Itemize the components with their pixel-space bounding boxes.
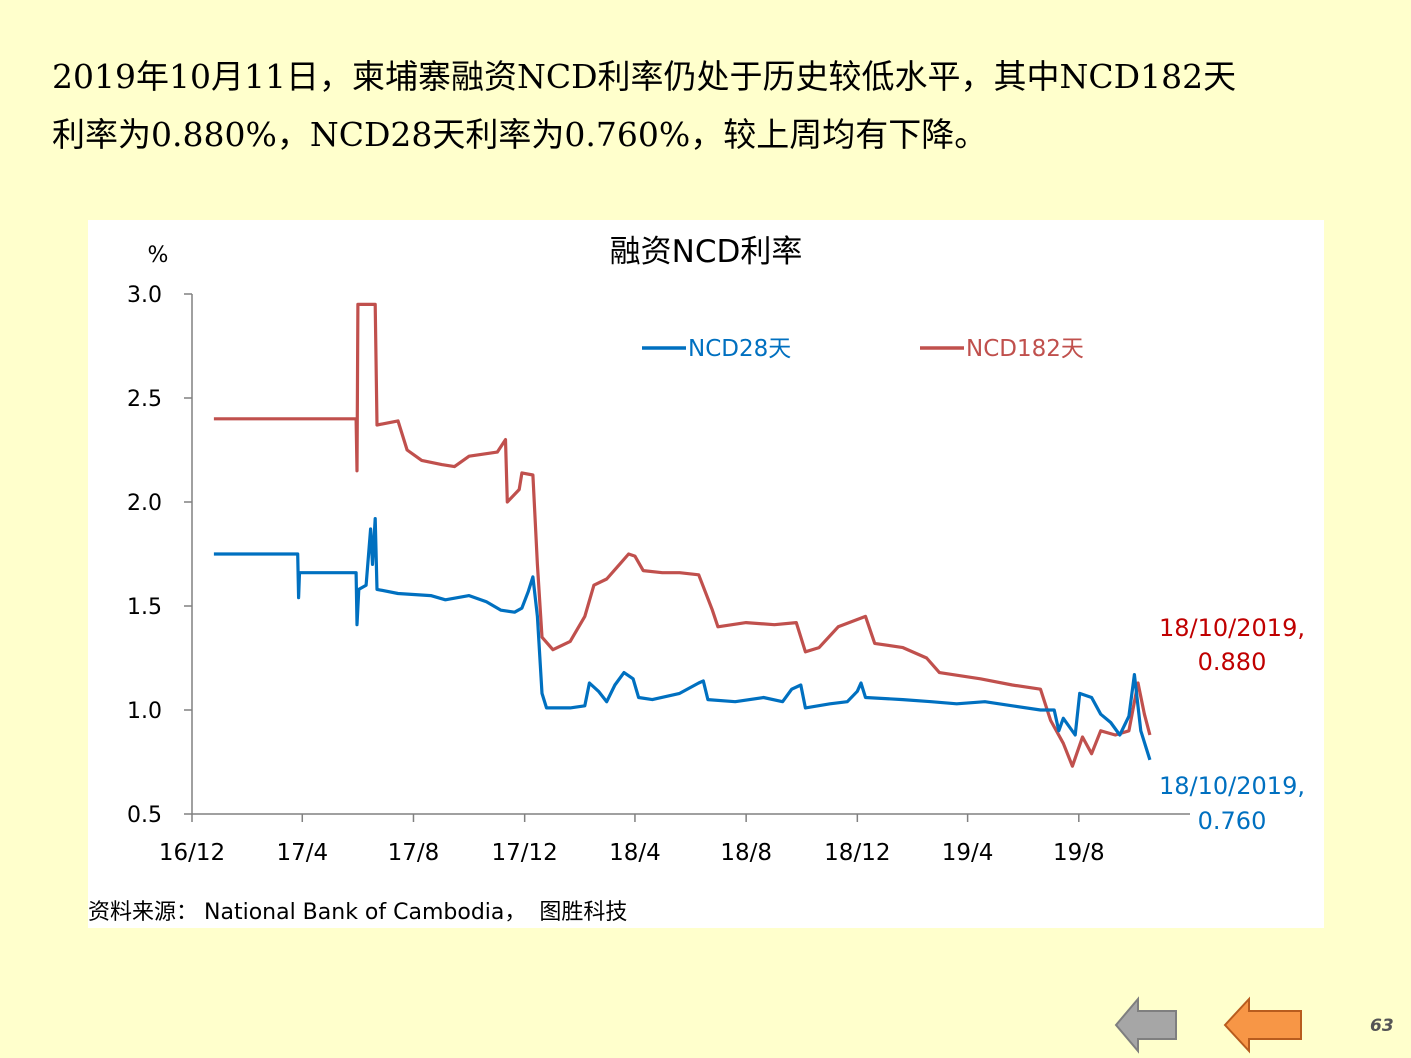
source-label: 资料来源： [88, 900, 199, 925]
x-tick-label: 17/4 [276, 840, 328, 866]
series-line-ncd182 [213, 302, 1152, 768]
x-tick-label: 19/8 [1053, 840, 1105, 866]
legend-label: NCD182天 [966, 336, 1084, 362]
next-slide-button[interactable] [1223, 996, 1305, 1058]
y-axis-unit-label: % [148, 243, 169, 268]
source-note: 资料来源： National Bank of Cambodia， 图胜科技 [88, 894, 633, 926]
annotation-date: 18/10/2019, [1159, 614, 1305, 642]
y-axis-ticks: 3.0 2.5 2.0 1.5 1.0 0.5 [127, 283, 192, 828]
y-tick-label: 1.0 [127, 699, 162, 724]
x-tick-label: 18/4 [609, 840, 661, 866]
y-tick-label: 1.5 [127, 595, 162, 620]
x-tick-label: 18/8 [720, 840, 772, 866]
chart-title: 融资NCD利率 [610, 234, 803, 270]
source-extra: 图胜科技 [539, 900, 628, 925]
x-tick-label: 18/12 [824, 840, 890, 866]
annotation-value: 0.880 [1198, 648, 1267, 676]
source-text: National Bank of Cambodia， [204, 900, 527, 925]
legend-label: NCD28天 [688, 336, 791, 362]
y-tick-label: 0.5 [127, 803, 162, 828]
intro-line-1: 2019年10月11日，柬埔寨融资NCD利率仍处于历史较低水平，其中NCD182… [52, 57, 1237, 96]
slide-intro-text: 2019年10月11日，柬埔寨融资NCD利率仍处于历史较低水平，其中NCD182… [52, 48, 1372, 164]
chart-panel: 融资NCD利率 % 3.0 2.5 2.0 1.5 1.0 0.5 16/12 17/4 17… [88, 220, 1324, 928]
x-axis-ticks: 16/12 17/4 17/8 17/12 18/4 18/8 18/12 19/4 19/8 [159, 814, 1105, 866]
page-number: 63 [1370, 1016, 1394, 1036]
chart-annotations: 18/10/2019, 0.880 18/10/2019, 0.760 [1159, 614, 1305, 835]
ncd-rate-chart: 融资NCD利率 % 3.0 2.5 2.0 1.5 1.0 0.5 16/12 17/4 17… [127, 234, 1305, 866]
x-tick-label: 17/8 [388, 840, 440, 866]
intro-line-2: 利率为0.880%，NCD28天利率为0.760%，较上周均有下降。 [52, 115, 988, 154]
y-tick-label: 2.5 [127, 387, 162, 412]
y-tick-label: 2.0 [127, 491, 162, 516]
series-layer [213, 302, 1152, 768]
annotation-date: 18/10/2019, [1159, 772, 1305, 800]
annotation-value: 0.760 [1198, 807, 1267, 835]
chart-legend: NCD28天 NCD182天 [642, 336, 1084, 362]
x-tick-label: 19/4 [942, 840, 994, 866]
series-line-ncd28 [213, 517, 1152, 761]
left-arrow-icon [1223, 996, 1302, 1054]
left-arrow-icon [1114, 996, 1177, 1054]
prev-slide-button[interactable] [1114, 996, 1180, 1058]
y-tick-label: 3.0 [127, 283, 162, 308]
x-tick-label: 16/12 [159, 840, 225, 866]
x-tick-label: 17/12 [492, 840, 558, 866]
